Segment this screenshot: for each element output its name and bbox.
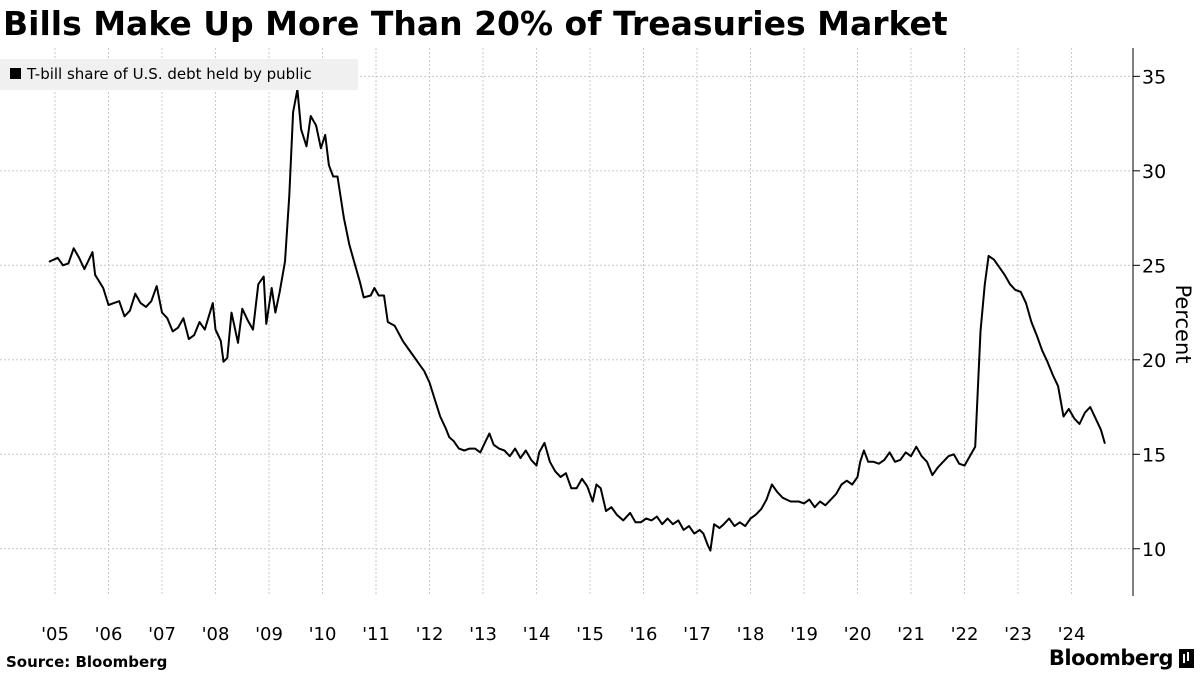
y-axis-label: Percent	[1171, 284, 1195, 363]
x-tick-label: '10	[309, 624, 337, 645]
legend-swatch	[10, 68, 21, 79]
x-tick-labels: '05 '06 '07 '08 '09 '10 '11 '12 '13 '14 '15 '16 '17 '…	[41, 624, 1085, 645]
x-tick-label: '18	[737, 624, 765, 645]
x-tick-label: '05	[41, 624, 69, 645]
grid	[0, 48, 1133, 596]
x-tick-label: '19	[790, 624, 818, 645]
y-tick-label: 20	[1142, 350, 1166, 372]
y-tick-label: 35	[1142, 66, 1166, 88]
x-tick-label: '06	[95, 624, 123, 645]
brand-logo: Bloomberg	[1049, 646, 1194, 670]
x-tick-label: '13	[469, 624, 497, 645]
y-tick-labels: 10 15 20 25 30 35	[1142, 66, 1166, 560]
x-tick-label: '07	[148, 624, 176, 645]
y-tick-label: 30	[1142, 161, 1166, 183]
legend-background	[0, 59, 358, 90]
legend-label: T-bill share of U.S. debt held by public	[26, 65, 312, 83]
x-tick-label: '15	[576, 624, 604, 645]
legend: T-bill share of U.S. debt held by public	[0, 59, 358, 90]
bloomberg-terminal-icon	[1179, 648, 1194, 668]
y-tick-label: 10	[1142, 539, 1166, 561]
x-tick-label: '21	[897, 624, 925, 645]
x-tick-label: '22	[951, 624, 979, 645]
x-tick-label: '09	[255, 624, 283, 645]
y-tick-label: 15	[1142, 444, 1166, 466]
x-tick-label: '11	[362, 624, 390, 645]
brand-name: Bloomberg	[1048, 646, 1174, 670]
x-tick-label: '23	[1004, 624, 1032, 645]
series-line-0	[48, 88, 1106, 552]
y-axis	[1132, 48, 1140, 596]
x-tick-label: '14	[523, 624, 551, 645]
x-tick-label: '17	[683, 624, 711, 645]
x-tick-label: '24	[1058, 624, 1086, 645]
source-note: Source: Bloomberg	[6, 653, 168, 671]
x-tick-label: '08	[202, 624, 230, 645]
chart-title: Bills Make Up More Than 20% of Treasurie…	[3, 4, 948, 43]
x-tick-label: '16	[630, 624, 658, 645]
series-lines	[48, 88, 1106, 552]
y-tick-label: 25	[1142, 255, 1166, 277]
x-tick-label: '12	[416, 624, 444, 645]
x-tick-label: '20	[844, 624, 872, 645]
